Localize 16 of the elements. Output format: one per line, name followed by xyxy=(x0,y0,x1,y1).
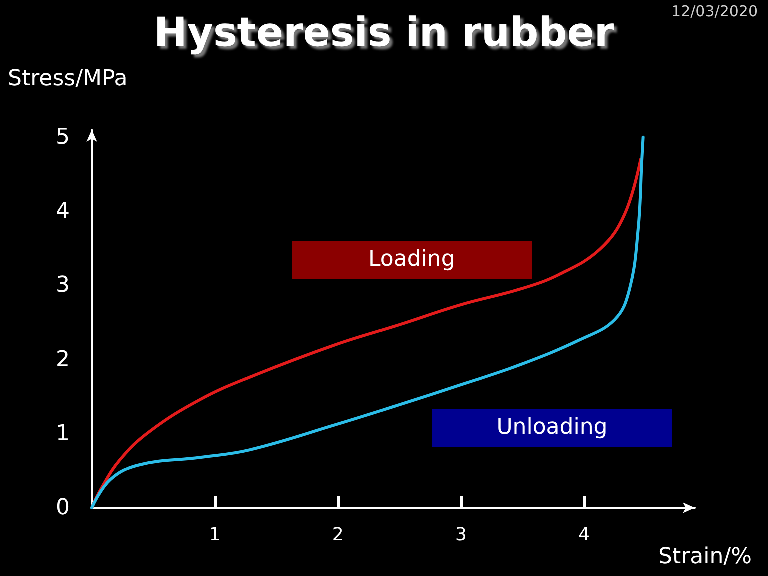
label-box: Unloading xyxy=(432,408,672,447)
x-tick-label: 4 xyxy=(578,524,590,546)
y-tick-label: 2 xyxy=(56,347,70,372)
y-tick-label: 5 xyxy=(56,124,70,150)
chart-title: Hysteresis in rubber xyxy=(154,10,614,56)
x-tick-label: 1 xyxy=(209,524,221,546)
x-axis-title: Strain/% xyxy=(658,544,752,570)
y-tick-label: 0 xyxy=(56,496,70,520)
y-axis-title: Stress/MPa xyxy=(8,66,128,92)
y-tick-label: 4 xyxy=(56,199,70,224)
y-tick-label: 3 xyxy=(56,273,70,298)
text: 12/03/2020 xyxy=(672,2,758,20)
x-tick-label: 3 xyxy=(455,524,467,546)
label-box: Loading xyxy=(292,240,532,279)
x-tick-label: 2 xyxy=(332,524,344,546)
y-tick-label: 1 xyxy=(56,421,70,446)
